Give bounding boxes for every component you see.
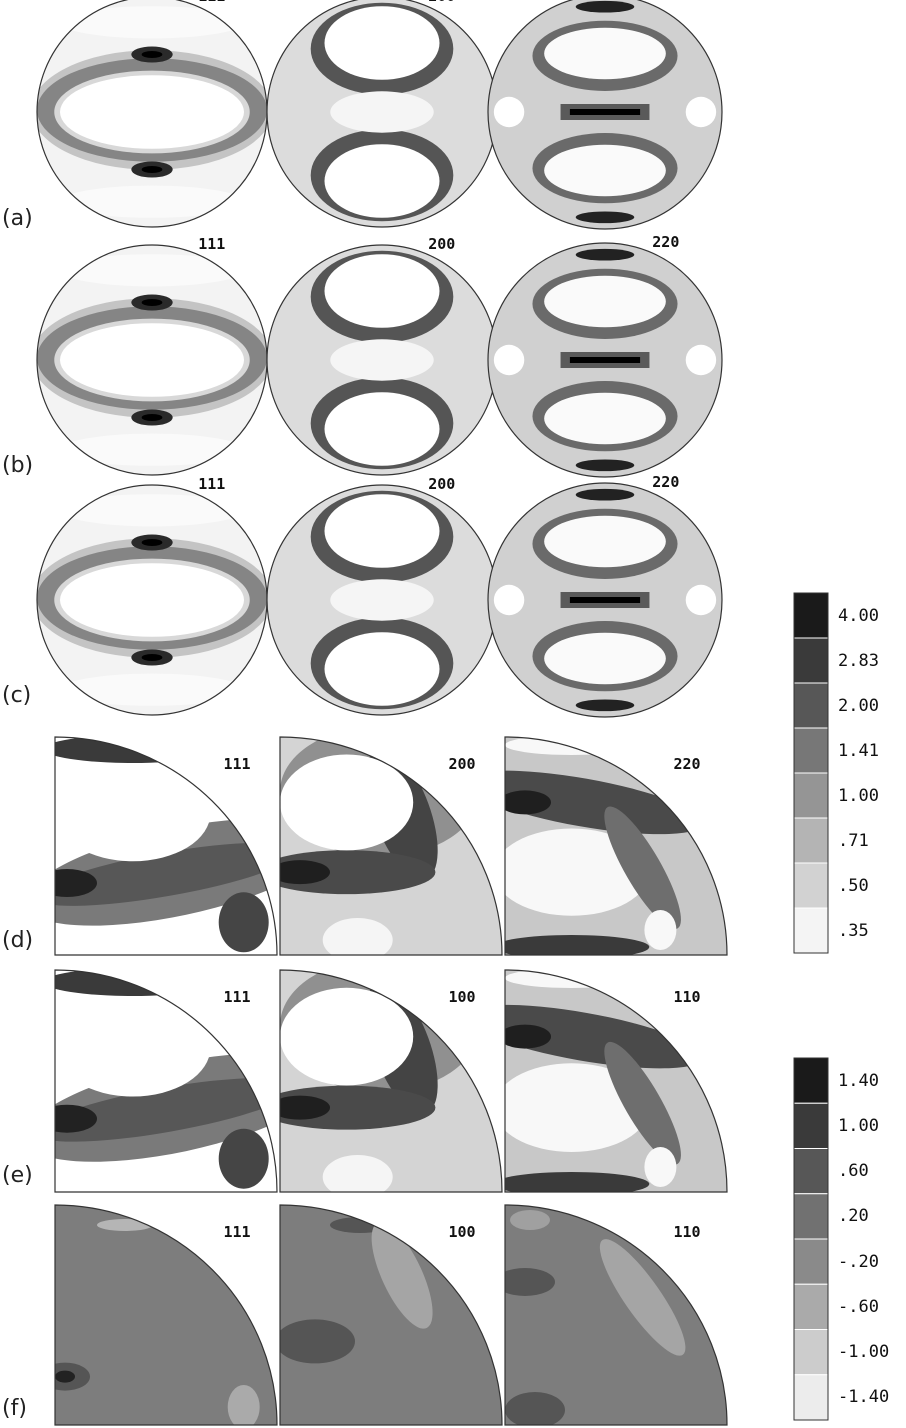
pole-figure-111: [37, 245, 267, 475]
legend-level-label: 4.00: [838, 605, 879, 626]
quarter-pole-figure-outline: [279, 736, 503, 956]
legend-swatch: [793, 592, 829, 639]
legend-swatch: [793, 727, 829, 774]
pole-label: 111: [198, 0, 225, 5]
legend-swatch: [793, 772, 829, 819]
quarter-pole-figure-outline: [504, 736, 728, 956]
legend-swatch: [793, 907, 829, 954]
legend-level-label: 1.40: [838, 1070, 879, 1091]
legend-level-label: .20: [838, 1206, 869, 1227]
legend-swatch: [793, 682, 829, 729]
pole-figure-220: [488, 0, 722, 229]
quarter-pole-figure-outline: [504, 1204, 728, 1426]
pole-figure-200: [267, 0, 497, 227]
row-label: (a): [2, 206, 33, 231]
row-label: (f): [2, 1396, 27, 1421]
pole-figure-200: [267, 485, 497, 715]
legend-swatch: [793, 637, 829, 684]
row-label: (e): [2, 1163, 33, 1188]
legend-level-label: -.60: [838, 1296, 879, 1317]
row-label: (c): [2, 683, 32, 708]
legend-level-label: .71: [838, 830, 869, 851]
pole-label: 200: [428, 0, 455, 5]
legend-level-label: .35: [838, 920, 869, 941]
pole-label: 111: [198, 475, 225, 493]
difference-legend: [793, 1057, 829, 1421]
quarter-pole-figure-outline: [504, 969, 728, 1193]
legend-swatch: [793, 1193, 829, 1240]
legend-swatch: [793, 1238, 829, 1285]
row-label: (b): [2, 453, 34, 478]
row-label: (d): [2, 928, 34, 953]
pole-label: 220: [652, 473, 679, 491]
pole-figure-200: [267, 245, 497, 475]
legend-level-label: .50: [838, 875, 869, 896]
legend-level-label: -.20: [838, 1251, 879, 1272]
pole-label: 110: [673, 1223, 700, 1241]
quarter-pole-figure-outline: [279, 1204, 503, 1426]
quarter-pole-figure-outline: [54, 969, 278, 1193]
pole-label: 111: [223, 1223, 250, 1241]
quarter-pole-figure-outline: [54, 736, 278, 956]
pole-figure-220: [488, 243, 722, 477]
pole-figure-111: [37, 485, 267, 715]
pole-label: 110: [673, 988, 700, 1006]
pole-figure-111: [37, 0, 267, 227]
quarter-pole-figure-100: [280, 970, 502, 1192]
legend-level-label: 1.41: [838, 740, 879, 761]
legend-swatch: [793, 862, 829, 909]
pole-label: 111: [223, 755, 250, 773]
legend-level-label: .60: [838, 1161, 869, 1182]
legend-swatch: [793, 1057, 829, 1104]
legend-level-label: 2.83: [838, 650, 879, 671]
pole-label: 111: [198, 235, 225, 253]
quarter-pole-figure-110: [505, 970, 727, 1192]
pole-label: 220: [652, 0, 679, 3]
pole-label: 200: [448, 755, 475, 773]
pole-figure-outline: [487, 482, 723, 718]
legend-level-label: -1.00: [838, 1342, 890, 1363]
legend-level-label: -1.40: [838, 1387, 890, 1408]
pole-label: 100: [448, 1223, 475, 1241]
legend-level-label: 2.00: [838, 695, 879, 716]
legend-swatch: [793, 1329, 829, 1376]
intensity-legend: [793, 592, 829, 954]
pole-label: 200: [428, 475, 455, 493]
legend-level-label: 1.00: [838, 785, 879, 806]
quarter-pole-figure-outline: [54, 1204, 278, 1426]
pole-label: 220: [652, 233, 679, 251]
pole-figure-outline: [487, 242, 723, 478]
legend-swatch: [793, 1102, 829, 1149]
pole-figure-220: [488, 483, 722, 717]
pole-label: 100: [448, 988, 475, 1006]
pole-label: 200: [428, 235, 455, 253]
legend-swatch: [793, 817, 829, 864]
legend-swatch: [793, 1374, 829, 1421]
legend-level-label: 1.00: [838, 1115, 879, 1136]
pole-label: 220: [673, 755, 700, 773]
quarter-pole-figure-outline: [279, 969, 503, 1193]
legend-swatch: [793, 1148, 829, 1195]
quarter-pole-figure-100: [280, 1205, 502, 1425]
pole-figure-outline: [487, 0, 723, 230]
legend-swatch: [793, 1283, 829, 1330]
pole-label: 111: [223, 988, 250, 1006]
